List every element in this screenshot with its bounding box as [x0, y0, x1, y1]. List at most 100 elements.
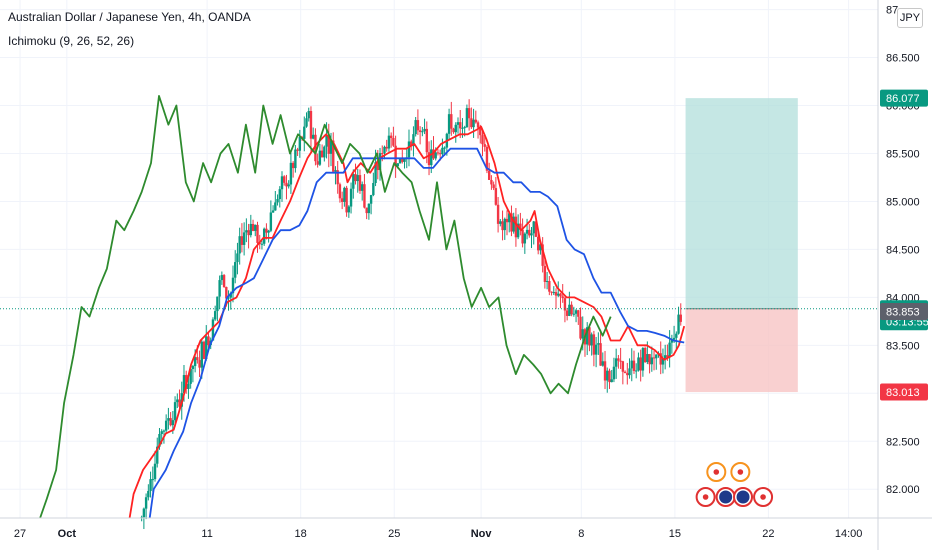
- candle-body: [630, 360, 633, 369]
- candle-body: [523, 233, 527, 244]
- candle-body: [541, 244, 544, 266]
- candle-body: [614, 358, 618, 367]
- candle-body: [287, 184, 290, 187]
- candle-body: [423, 128, 426, 132]
- x-tick-label: 15: [669, 528, 681, 540]
- x-tick-label: Oct: [58, 528, 77, 540]
- candle-body: [470, 118, 473, 128]
- candle-body: [271, 210, 275, 213]
- candle-body: [193, 357, 197, 367]
- y-tick-label: 84.500: [886, 244, 920, 256]
- x-tick-label: 18: [295, 528, 307, 540]
- candle-body: [467, 108, 471, 119]
- candle-body: [501, 221, 504, 231]
- price-label-box: [880, 383, 928, 401]
- x-axis-ticks: 27 Oct 11 18 25 Nov 8 15 22 14:00: [14, 528, 862, 540]
- candle-body: [663, 355, 667, 359]
- candle-body: [169, 418, 172, 426]
- candle-body: [343, 187, 346, 202]
- x-tick-label: Nov: [471, 528, 493, 540]
- candle-body: [289, 162, 293, 185]
- candle-body: [652, 357, 656, 359]
- stop-zone: [685, 308, 798, 393]
- candle-body: [220, 275, 224, 281]
- candle-body: [389, 135, 393, 139]
- candle-body: [519, 223, 522, 230]
- candle-body: [231, 277, 235, 294]
- x-tick-label: 14:00: [835, 528, 863, 540]
- candle-body: [392, 138, 395, 146]
- candle-body: [599, 343, 602, 366]
- candle-body: [532, 221, 535, 234]
- candle-body: [358, 175, 362, 191]
- candle-body: [655, 354, 658, 359]
- candle-body: [577, 310, 580, 317]
- candle-body: [530, 233, 533, 236]
- candle-body: [668, 342, 671, 358]
- candle-body: [394, 145, 397, 167]
- candle-body: [459, 122, 462, 129]
- y-axis-ticks: 82.00082.50083.00083.50084.00084.50085.0…: [886, 5, 920, 497]
- candle-body: [349, 188, 353, 207]
- x-tick-label: 27: [14, 528, 26, 540]
- grid-lines: [0, 0, 878, 518]
- y-tick-label: 82.000: [886, 484, 920, 496]
- candle-body: [269, 212, 273, 231]
- candle-body: [385, 146, 388, 149]
- candle-body: [675, 333, 678, 338]
- candle-body: [597, 343, 600, 345]
- candle-body: [472, 119, 475, 128]
- candle-body: [592, 334, 596, 355]
- candle-body: [427, 152, 431, 166]
- candle-body: [189, 368, 192, 384]
- candle-body: [352, 174, 355, 189]
- candle-body: [628, 368, 631, 376]
- candle-body: [147, 490, 150, 498]
- event-markers[interactable]: [695, 462, 774, 507]
- candle-body: [305, 118, 308, 127]
- candle-body: [207, 336, 210, 346]
- candle-body: [329, 140, 333, 154]
- indicator-legend[interactable]: Ichimoku (9, 26, 52, 26): [8, 34, 135, 48]
- candle-body: [594, 344, 598, 355]
- candle-body: [641, 348, 645, 371]
- currency-badge[interactable]: JPY: [897, 8, 923, 28]
- candle-body: [637, 357, 640, 371]
- candle-body: [338, 184, 342, 199]
- candle-body: [490, 179, 493, 185]
- candle-body: [639, 357, 642, 371]
- candle-body: [421, 131, 424, 133]
- candle-body: [436, 152, 440, 154]
- candle-body: [481, 135, 484, 145]
- candle-body: [256, 224, 259, 243]
- series-tenkan-sen: [128, 125, 686, 519]
- candle-body: [603, 361, 607, 381]
- candle-body: [479, 127, 482, 136]
- candle-body: [610, 379, 613, 383]
- position-tool[interactable]: [685, 98, 798, 393]
- dot-icon: [760, 494, 766, 500]
- candle-body: [483, 144, 486, 147]
- candle-body: [465, 108, 469, 128]
- candle-body: [334, 170, 337, 172]
- candle-body: [514, 216, 518, 238]
- candle-body: [401, 158, 404, 162]
- candle-body: [461, 127, 464, 129]
- candle-body: [274, 202, 277, 211]
- candle-body: [191, 366, 195, 369]
- candle-body: [265, 228, 268, 233]
- candle-body: [643, 348, 647, 363]
- candle-body: [516, 223, 520, 238]
- candle-body: [646, 354, 649, 363]
- candle-body: [187, 383, 190, 389]
- candle-body: [416, 120, 420, 131]
- candle-body: [245, 230, 248, 233]
- candle-body: [666, 355, 669, 358]
- candle-body: [294, 149, 297, 169]
- price-label-text: 83.853: [886, 306, 920, 318]
- x-tick-label: 8: [578, 528, 584, 540]
- candle-body: [503, 218, 506, 231]
- candle-body: [361, 184, 364, 191]
